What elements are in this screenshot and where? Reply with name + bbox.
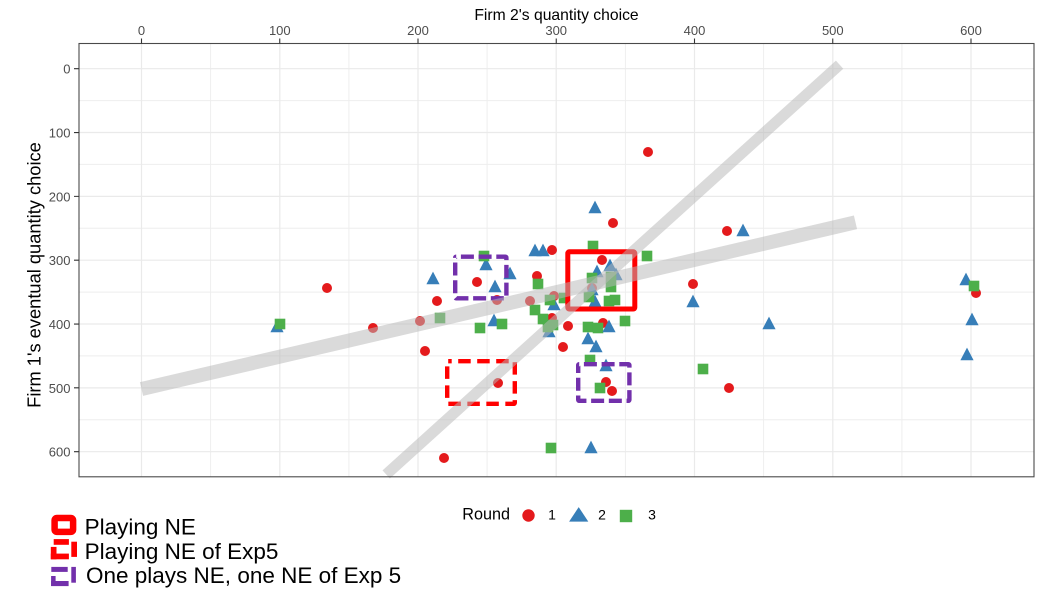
svg-text:3: 3 <box>648 506 656 522</box>
svg-text:600: 600 <box>960 23 982 38</box>
svg-text:500: 500 <box>49 381 71 396</box>
svg-text:300: 300 <box>49 253 71 268</box>
svg-text:100: 100 <box>49 126 71 141</box>
svg-text:300: 300 <box>545 23 567 38</box>
svg-text:200: 200 <box>407 23 429 38</box>
svg-text:One plays NE, one NE of Exp 5: One plays NE, one NE of Exp 5 <box>86 563 401 588</box>
svg-text:600: 600 <box>49 445 71 460</box>
svg-text:0: 0 <box>63 62 70 77</box>
svg-text:Firm 1's eventual quantity cho: Firm 1's eventual quantity choice <box>23 142 44 408</box>
svg-text:1: 1 <box>548 506 556 522</box>
svg-text:200: 200 <box>49 189 71 204</box>
svg-text:400: 400 <box>49 317 71 332</box>
svg-text:Round: Round <box>462 506 510 524</box>
svg-text:500: 500 <box>822 23 844 38</box>
svg-text:100: 100 <box>269 23 291 38</box>
svg-text:2: 2 <box>598 506 606 522</box>
svg-text:Playing NE: Playing NE <box>85 514 196 539</box>
svg-text:Playing NE of Exp5: Playing NE of Exp5 <box>85 539 279 564</box>
svg-text:0: 0 <box>138 23 145 38</box>
svg-text:400: 400 <box>684 23 706 38</box>
svg-text:Firm 2's quantity choice: Firm 2's quantity choice <box>474 7 639 24</box>
